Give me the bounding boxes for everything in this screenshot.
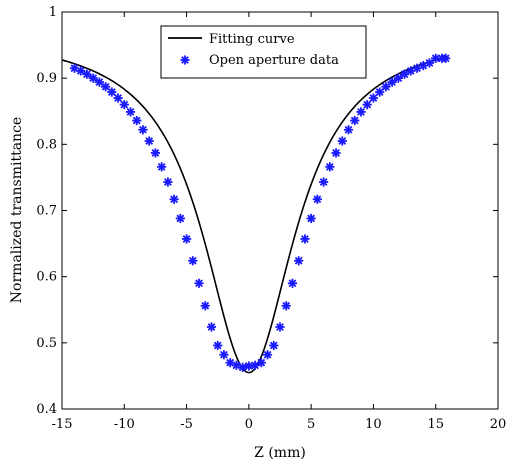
y-tick-label: 0.8 <box>36 137 57 152</box>
data-point <box>331 148 341 158</box>
data-point <box>138 125 148 135</box>
x-axis-ticks: -15 -10 -5 0 5 10 15 20 <box>52 12 507 432</box>
x-tick-label: 15 <box>427 417 444 432</box>
data-point <box>200 301 210 311</box>
data-point <box>269 340 279 351</box>
data-point <box>219 350 229 360</box>
data-point <box>206 322 217 332</box>
legend: Fitting curve Open aperture data <box>160 25 367 79</box>
data-point <box>337 136 347 146</box>
data-point <box>194 278 204 288</box>
x-tick-label: 5 <box>307 417 315 432</box>
x-tick-label: 20 <box>490 417 507 432</box>
data-point <box>213 340 223 351</box>
data-point <box>132 115 142 126</box>
y-axis-ticks: 0.4 0.5 0.6 0.7 0.8 0.9 1 <box>36 5 498 417</box>
data-point <box>424 58 435 68</box>
data-point <box>262 350 273 360</box>
x-tick-label: -15 <box>52 417 73 432</box>
data-point <box>163 177 173 187</box>
x-tick-label: -10 <box>114 417 135 432</box>
data-point <box>356 107 366 117</box>
legend-star-marker <box>180 55 190 65</box>
data-point <box>319 177 329 187</box>
data-point <box>181 234 192 244</box>
data-point <box>350 115 360 126</box>
data-point <box>119 100 129 110</box>
y-tick-label: 0.5 <box>36 336 57 351</box>
data-point <box>368 93 379 103</box>
y-tick-label: 0.9 <box>36 71 57 86</box>
data-point <box>362 100 372 110</box>
data-point <box>101 82 111 92</box>
y-tick-label: 0.6 <box>36 270 57 285</box>
y-axis-label: Normalized transmittance <box>9 117 25 303</box>
data-point <box>418 60 428 71</box>
legend-star <box>180 55 190 65</box>
legend-label-fitting-curve: Fitting curve <box>209 32 295 47</box>
data-point <box>169 194 179 204</box>
data-point <box>381 82 391 92</box>
data-point <box>238 362 248 372</box>
data-point <box>107 87 117 97</box>
data-point <box>300 234 310 244</box>
data-point <box>150 148 161 158</box>
data-point <box>94 77 104 87</box>
data-point <box>387 77 397 87</box>
data-point <box>175 213 185 224</box>
data-point <box>113 93 123 103</box>
data-point <box>312 194 322 204</box>
data-point <box>375 87 385 97</box>
legend-box <box>160 25 367 79</box>
x-tick-label: 10 <box>365 417 382 432</box>
data-point <box>325 162 335 172</box>
data-point <box>275 322 285 332</box>
x-tick-label: 0 <box>245 417 253 432</box>
x-axis-label: Z (mm) <box>254 445 306 461</box>
data-point <box>281 301 291 311</box>
data-point <box>287 278 298 288</box>
y-tick-label: 1 <box>49 5 57 20</box>
x-tick-label: -5 <box>180 417 193 432</box>
open-aperture-markers <box>69 53 451 372</box>
legend-label-open-aperture: Open aperture data <box>209 53 339 68</box>
data-point <box>393 73 403 83</box>
data-point <box>441 53 451 63</box>
data-point <box>343 125 354 135</box>
data-point <box>306 213 316 224</box>
data-point <box>431 53 441 63</box>
data-point <box>256 358 266 368</box>
data-point <box>188 256 198 266</box>
data-point <box>88 73 98 83</box>
y-tick-label: 0.7 <box>36 204 57 219</box>
data-point <box>294 256 304 266</box>
data-point <box>144 136 154 146</box>
data-point <box>82 69 92 79</box>
y-tick-label: 0.4 <box>36 402 57 417</box>
data-point <box>157 162 167 172</box>
data-point <box>125 107 136 117</box>
